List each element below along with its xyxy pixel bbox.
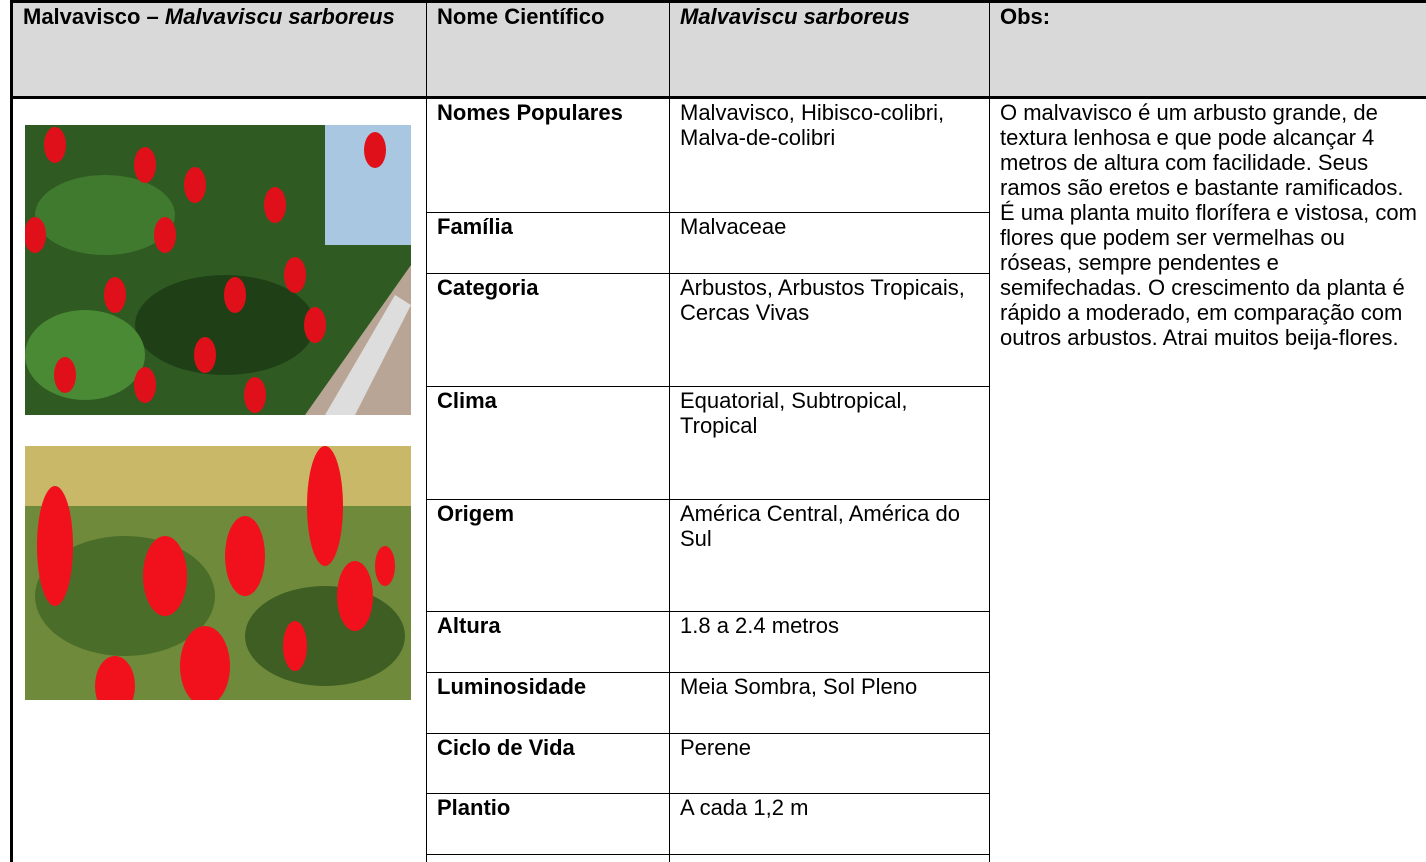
row-label: Altura: [427, 612, 670, 673]
plant-table: Malvavisco – Malvaviscu sarboreus Nome C…: [10, 0, 1426, 862]
obs: Obs:: [1000, 4, 1050, 29]
label: Nome Científico: [437, 4, 604, 29]
description: O malvavisco é um arbusto grande, de tex…: [990, 98, 1426, 862]
row-value: Arbustos, Arbustos Tropicais, Cercas Viv…: [670, 273, 990, 386]
table-body: Malvavisco – Malvaviscu sarboreus Nome C…: [12, 2, 1426, 862]
row-label: Plantio: [427, 794, 670, 855]
title-species: Malvaviscu sarboreus: [165, 4, 395, 29]
header-obs-cell: Obs:: [990, 2, 1426, 98]
row-label: Luminosidade: [427, 673, 670, 734]
row-label: Clima: [427, 386, 670, 499]
images-cell: [12, 98, 427, 862]
photo: [25, 125, 411, 415]
row-label: Origem: [427, 499, 670, 612]
header-row: Malvavisco – Malvaviscu sarboreus Nome C…: [12, 2, 1426, 98]
row-value: 1.8 a 2.4 metros: [670, 612, 990, 673]
row-label: Nomes Populares: [427, 98, 670, 213]
row-value: Meia Sombra, Sol Pleno: [670, 673, 990, 734]
row-value: A cada 1,2 m: [670, 794, 990, 855]
row-value: América Central, América do Sul: [670, 499, 990, 612]
empty-cell: [670, 855, 990, 862]
value: Malvaviscu sarboreus: [680, 4, 910, 29]
title: Malvavisco –: [23, 4, 159, 29]
empty-cell: [427, 855, 670, 862]
row-label: Ciclo de Vida: [427, 733, 670, 794]
row-label: Categoria: [427, 273, 670, 386]
header-title-cell: Malvavisco – Malvaviscu sarboreus: [12, 2, 427, 98]
photo: [25, 446, 411, 700]
row-value: Perene: [670, 733, 990, 794]
row-label: Família: [427, 213, 670, 274]
header-label-cell: Nome Científico: [427, 2, 670, 98]
row-value: Malvaceae: [670, 213, 990, 274]
row-value: Malvavisco, Hibisco-colibri, Malva-de-co…: [670, 98, 990, 213]
header-value-cell: Malvaviscu sarboreus: [670, 2, 990, 98]
row-value: Equatorial, Subtropical, Tropical: [670, 386, 990, 499]
